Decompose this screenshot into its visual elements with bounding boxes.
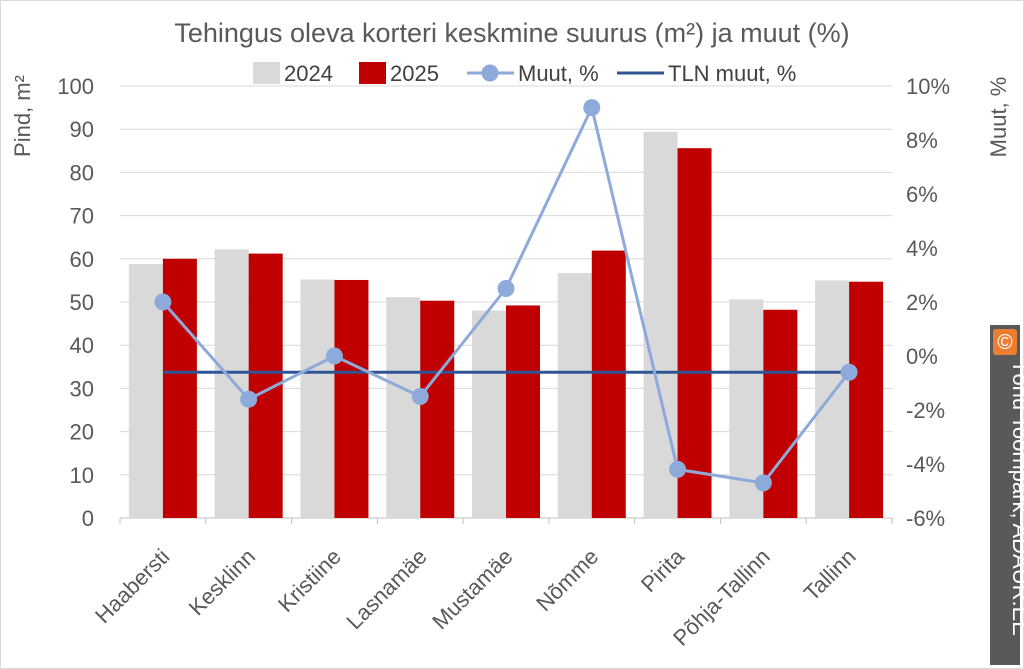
category-label: Kristiine <box>273 544 346 617</box>
y2-tick-label: -6% <box>906 506 945 531</box>
muut-point-5 <box>583 99 601 117</box>
y-tick-label: 90 <box>70 117 94 142</box>
bar-2024-8 <box>815 280 850 518</box>
bar-2024-5 <box>557 273 592 518</box>
y-tick-label: 30 <box>70 376 94 401</box>
watermark-text: Tõnu Toompark, ADAUR.EE <box>1008 360 1024 636</box>
bar-2025-2 <box>334 279 369 518</box>
y-tick-label: 20 <box>70 420 94 445</box>
y2-tick-label: 4% <box>906 236 938 261</box>
y-tick-label: 60 <box>70 247 94 272</box>
muut-point-7 <box>754 474 772 492</box>
watermark-bg <box>990 325 1020 665</box>
muut-point-3 <box>411 388 429 405</box>
category-label: Pirita <box>636 543 690 597</box>
y-tick-label: 80 <box>70 160 94 185</box>
category-label: Mustamäe <box>427 544 517 634</box>
category-label: Tallinn <box>799 544 861 606</box>
bar-2024-6 <box>643 131 678 519</box>
muut-point-8 <box>840 363 858 381</box>
muut-point-0 <box>154 293 172 311</box>
y-tick-label: 0 <box>82 506 94 531</box>
category-label: Lasnamäe <box>341 544 431 634</box>
y2-tick-label: -2% <box>906 398 945 423</box>
y-axis-title: Pind, m² <box>10 75 35 157</box>
muut-point-4 <box>497 280 515 297</box>
legend-label-tln: TLN muut, % <box>668 61 796 86</box>
legend-label-muut: Muut, % <box>518 61 599 86</box>
bar-2024-4 <box>472 310 506 518</box>
y-tick-label: 100 <box>57 74 94 99</box>
bar-2025-4 <box>506 305 540 518</box>
y-tick-label: 40 <box>70 333 94 358</box>
bar-2025-5 <box>591 250 626 519</box>
bar-2024-2 <box>300 279 335 518</box>
y2-tick-label: 6% <box>906 182 938 207</box>
muut-point-2 <box>325 347 343 365</box>
bar-2025-8 <box>849 281 884 518</box>
category-label: Nõmme <box>531 544 603 616</box>
category-label: Kesklinn <box>184 544 260 620</box>
legend-swatch-2025 <box>359 62 386 84</box>
y2-tick-label: 0% <box>906 344 938 369</box>
y2-tick-label: 2% <box>906 290 938 315</box>
legend-label-2025: 2025 <box>390 61 439 86</box>
legend-swatch-2024 <box>253 62 280 84</box>
y2-axis-title: Muut, % <box>986 77 1011 158</box>
copyright-icon <box>993 329 1017 355</box>
y-tick-label: 50 <box>70 290 94 315</box>
muut-point-6 <box>669 460 687 478</box>
y2-tick-label: -4% <box>906 452 945 477</box>
chart-title: Tehingus oleva korteri keskmine suurus (… <box>174 18 849 48</box>
legend-marker-muut <box>481 64 499 82</box>
legend-label-2024: 2024 <box>284 61 333 86</box>
bar-2025-3 <box>420 300 455 518</box>
muut-point-1 <box>240 390 258 408</box>
category-label: Haabersti <box>90 544 174 628</box>
y-tick-label: 10 <box>70 463 94 488</box>
bar-2025-6 <box>677 148 712 518</box>
bar-2024-1 <box>214 249 249 518</box>
copyright-symbol: © <box>997 331 1013 354</box>
y2-tick-label: 10% <box>906 74 950 99</box>
y2-tick-label: 8% <box>906 128 938 153</box>
bar-2024-3 <box>386 297 421 518</box>
y-tick-label: 70 <box>70 204 94 229</box>
